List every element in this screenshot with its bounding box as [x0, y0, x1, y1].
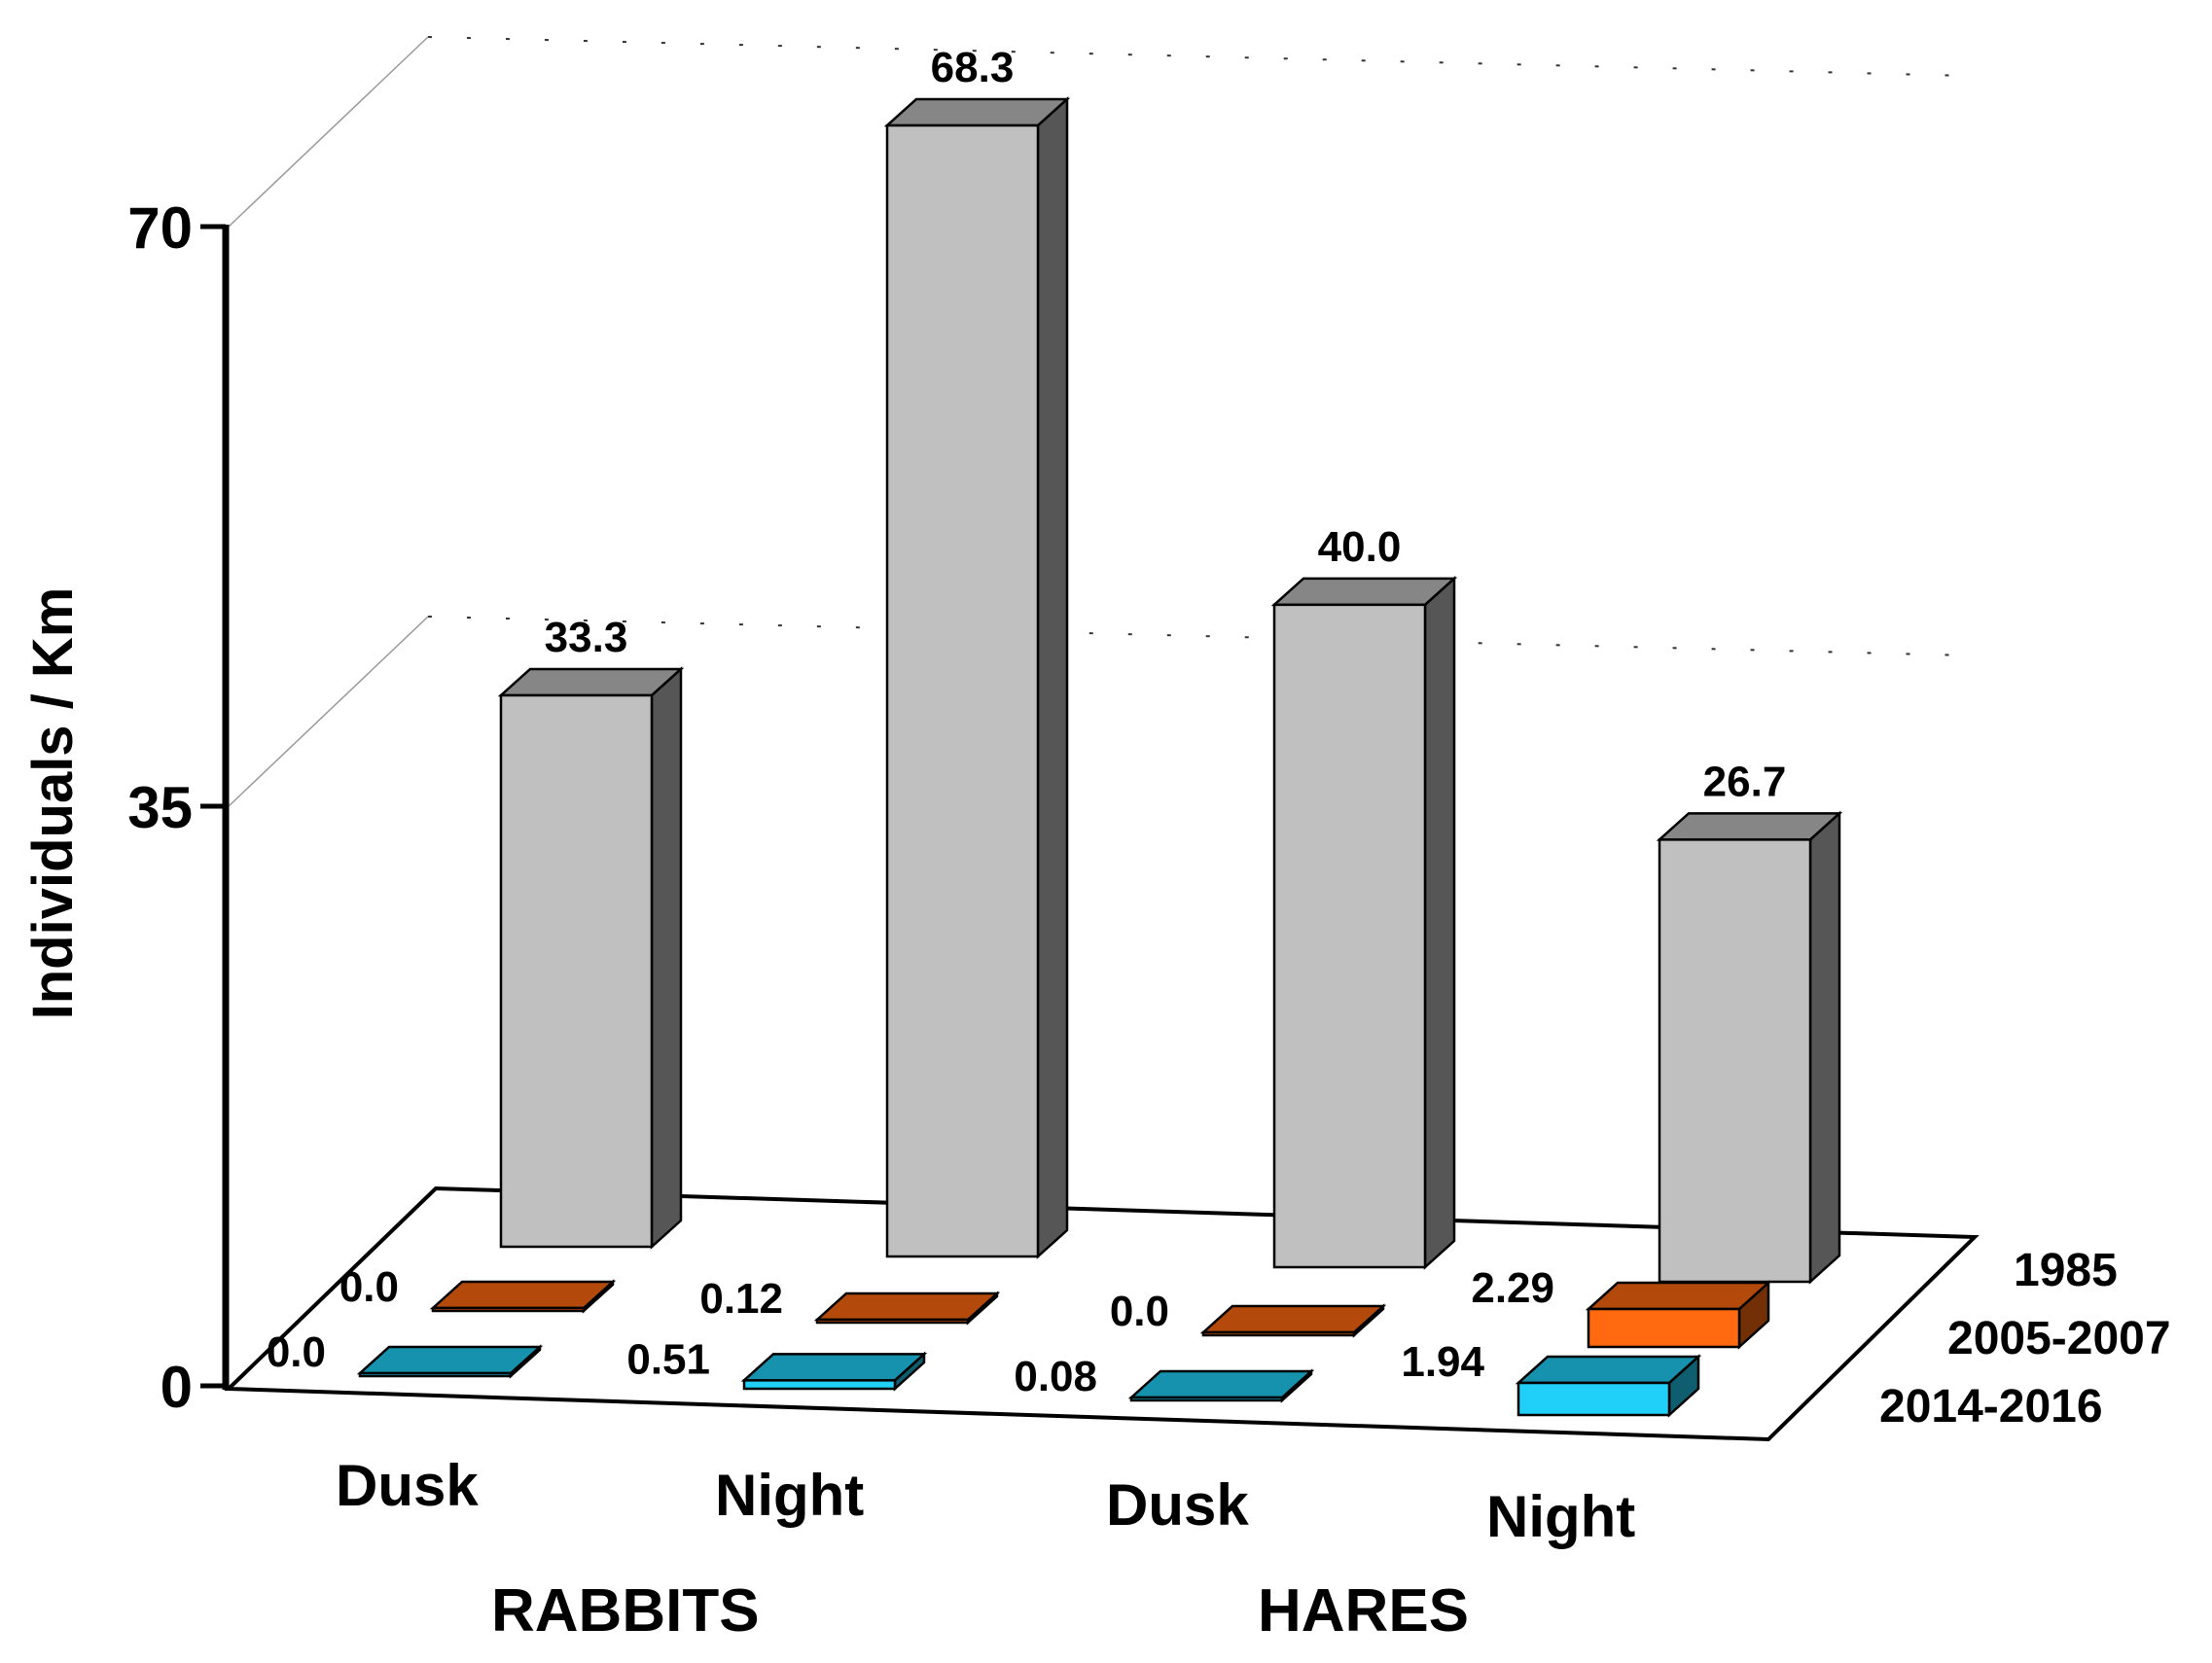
bars [356, 96, 1843, 1418]
bar-2014-2016-2 [740, 1351, 928, 1392]
group-label-hares: HARES [1258, 1577, 1469, 1645]
y-tick-label-70: 70 [127, 195, 193, 261]
group-label-rabbits: RABBITS [491, 1577, 760, 1645]
bar-1985-1 [497, 666, 685, 1250]
bar-1985-2 [883, 96, 1071, 1259]
bar-2005-2007-3 [1199, 1303, 1387, 1338]
data-label-2005-2007-3: 0.0 [1110, 1288, 1169, 1335]
data-label-2005-2007-2: 0.12 [699, 1275, 783, 1323]
gridline-2 [427, 36, 1971, 77]
data-label-2005-2007-1: 0.0 [339, 1263, 399, 1311]
bar-2014-2016-4 [1515, 1354, 1702, 1418]
data-label-2005-2007-4: 2.29 [1471, 1264, 1554, 1312]
bar-2005-2007-2 [813, 1291, 1001, 1326]
x-tick-label-2: Night [715, 1463, 864, 1528]
data-label-2014-2016-4: 1.94 [1401, 1338, 1484, 1386]
grid-diagonal-1 [228, 616, 429, 807]
legend-series-2014-2016: 2014-2016 [1879, 1381, 2103, 1433]
legend-series-1985: 1985 [2014, 1245, 2118, 1296]
gridline-1 [427, 616, 1971, 656]
x-tick-label-1: Dusk [336, 1453, 479, 1518]
x-tick-label-4: Night [1486, 1484, 1635, 1549]
data-label-1985-1: 33.3 [545, 614, 628, 661]
bar-1985-3 [1270, 576, 1458, 1270]
y-tick-label-35: 35 [127, 775, 193, 840]
bar-2014-2016-3 [1127, 1368, 1315, 1403]
data-label-1985-2: 68.3 [931, 44, 1015, 91]
y-tick-label-0: 0 [161, 1355, 193, 1420]
data-label-1985-4: 26.7 [1703, 758, 1787, 805]
legend-series-2005-2007: 2005-2007 [1947, 1313, 2171, 1364]
data-label-2014-2016-3: 0.08 [1014, 1353, 1097, 1400]
data-label-2014-2016-2: 0.51 [626, 1335, 710, 1383]
x-tick-label-3: Dusk [1106, 1472, 1249, 1538]
grid-diagonal-2 [228, 36, 429, 228]
bar-2005-2007-4 [1585, 1280, 1772, 1350]
data-label-1985-3: 40.0 [1318, 523, 1402, 571]
y-axis-label: Individuals / Km [21, 587, 85, 1020]
bar-2005-2007-1 [429, 1279, 617, 1314]
y-axis: 0 35 70 [127, 195, 230, 1420]
bar-2014-2016-1 [356, 1344, 544, 1379]
data-labels: 33.3 68.3 40.0 26.7 0.0 0.12 0.0 2.29 0.0 0.51 0.0… [267, 44, 1786, 1400]
gridlines [228, 36, 1971, 807]
bar-1985-4 [1656, 810, 1843, 1285]
data-label-2014-2016-1: 0.0 [267, 1328, 326, 1376]
